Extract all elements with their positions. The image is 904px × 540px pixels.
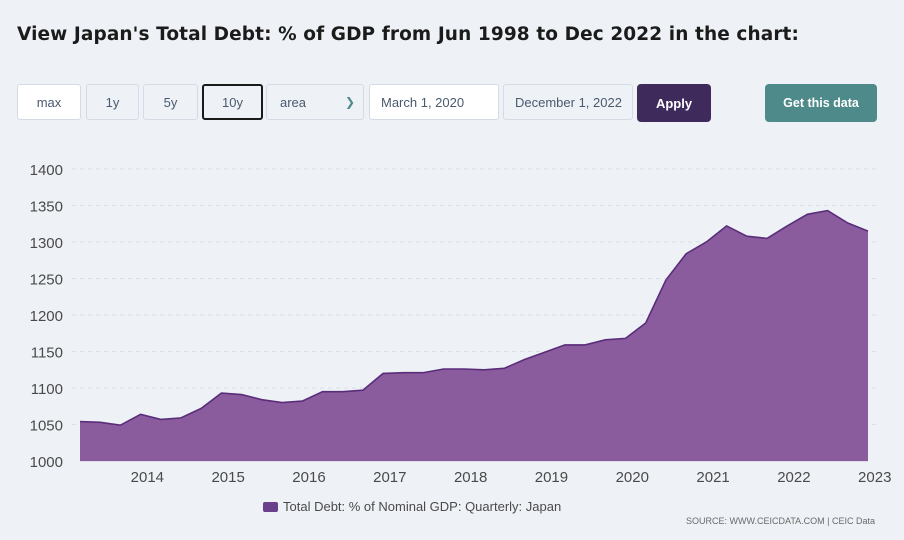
source-note: SOURCE: WWW.CEICDATA.COM | CEIC Data	[685, 516, 875, 526]
range-5y-button[interactable]: 5y	[143, 84, 198, 120]
x-tick-label: 2014	[131, 469, 164, 486]
y-tick-label: 1200	[30, 308, 63, 325]
x-tick-label: 2019	[535, 469, 568, 486]
y-tick-label: 1050	[30, 418, 63, 435]
legend-label: Total Debt: % of Nominal GDP: Quarterly:…	[283, 499, 562, 514]
range-5y-label: 5y	[163, 94, 178, 110]
x-tick-label: 2020	[616, 469, 649, 486]
y-tick-label: 1300	[30, 235, 63, 252]
chart-type-select[interactable]: area ❯	[266, 84, 364, 120]
end-date-input[interactable]: December 1, 2022	[503, 84, 633, 120]
end-date-value: December 1, 2022	[515, 94, 622, 110]
range-10y-label: 10y	[222, 94, 243, 110]
x-tick-label: 2018	[454, 469, 487, 486]
get-data-button[interactable]: Get this data	[765, 84, 877, 122]
x-tick-label: 2015	[211, 469, 244, 486]
range-1y-button[interactable]: 1y	[86, 84, 139, 120]
range-10y-button[interactable]: 10y	[202, 84, 263, 120]
start-date-value: March 1, 2020	[381, 94, 465, 110]
chart-legend[interactable]: Total Debt: % of Nominal GDP: Quarterly:…	[263, 499, 561, 514]
start-date-input[interactable]: March 1, 2020	[369, 84, 499, 120]
y-tick-label: 1400	[30, 162, 63, 179]
x-tick-label: 2021	[696, 469, 729, 486]
x-tick-label: 2023	[858, 469, 891, 486]
chart-type-value: area	[280, 94, 307, 110]
area-fill[interactable]	[80, 210, 868, 461]
y-tick-label: 1000	[30, 454, 63, 471]
range-max-label: max	[36, 94, 62, 110]
apply-button[interactable]: Apply	[637, 84, 711, 122]
page-title: View Japan's Total Debt: % of GDP from J…	[17, 24, 799, 45]
range-1y-label: 1y	[105, 94, 120, 110]
x-tick-label: 2022	[777, 469, 810, 486]
y-tick-label: 1250	[30, 272, 63, 289]
x-tick-label: 2016	[292, 469, 325, 486]
range-max-button[interactable]: max	[17, 84, 81, 120]
legend-swatch	[263, 501, 278, 512]
area-chart: 1000 1050 1100 1150 1200 1250 1300 1350 1400 2014…	[30, 162, 892, 486]
y-tick-label: 1100	[31, 381, 63, 398]
y-tick-label: 1150	[31, 345, 63, 362]
x-tick-label: 2017	[373, 469, 406, 486]
chevron-down-icon: ❯	[344, 95, 355, 109]
y-tick-label: 1350	[30, 199, 63, 216]
series-line	[79, 209, 869, 427]
